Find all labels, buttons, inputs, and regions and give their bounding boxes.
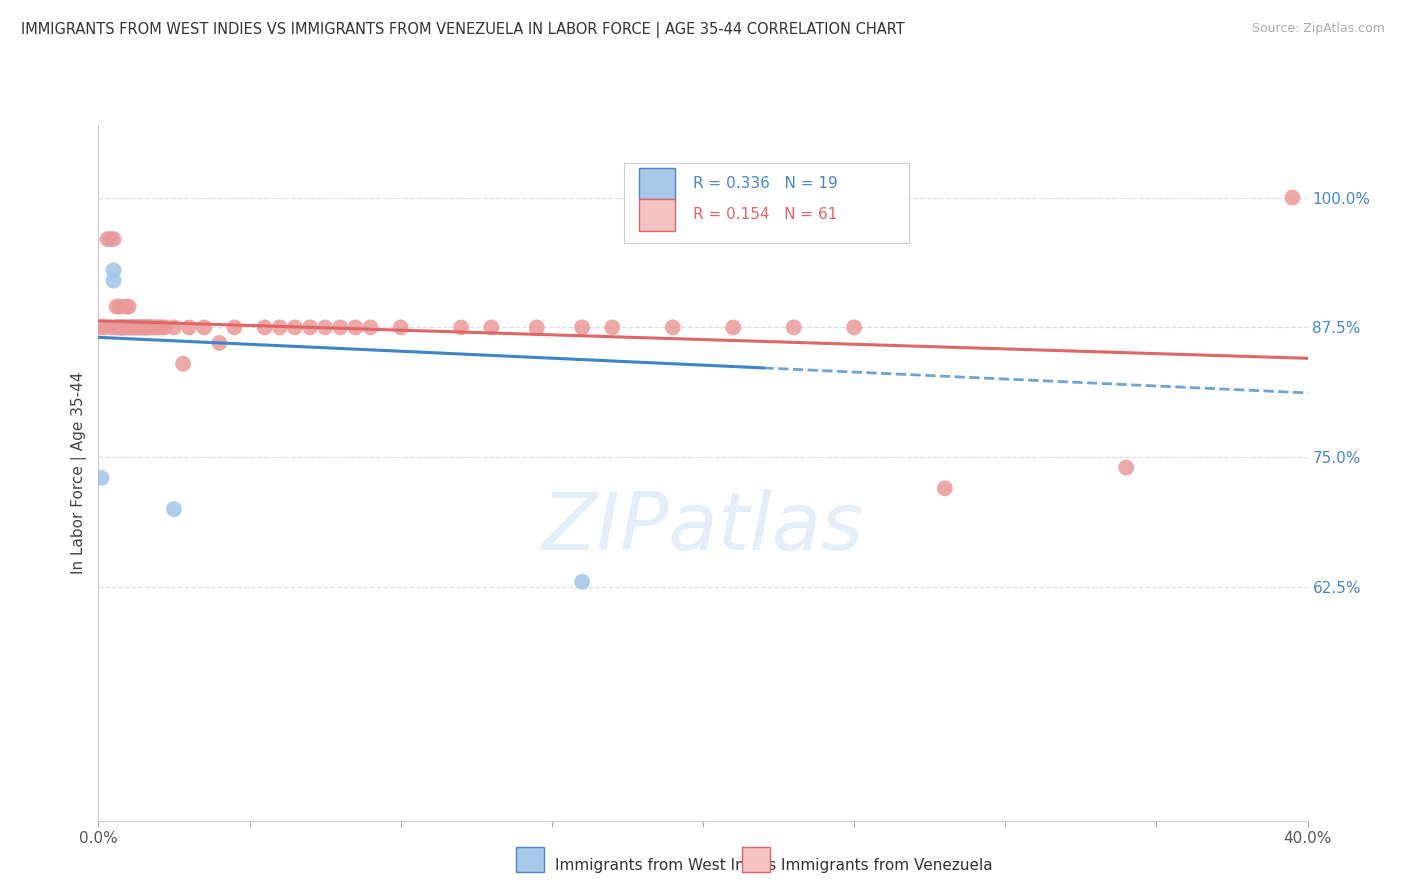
Point	[450, 320, 472, 334]
Point	[314, 320, 336, 334]
Point	[127, 320, 149, 334]
Point	[344, 320, 367, 334]
Point	[114, 320, 136, 334]
Point	[132, 320, 155, 334]
Text: IMMIGRANTS FROM WEST INDIES VS IMMIGRANTS FROM VENEZUELA IN LABOR FORCE | AGE 35: IMMIGRANTS FROM WEST INDIES VS IMMIGRANT…	[21, 22, 905, 38]
Point	[662, 320, 685, 334]
Point	[142, 320, 165, 334]
Point	[132, 320, 155, 334]
Point	[150, 320, 173, 334]
Text: R = 0.154   N = 61: R = 0.154 N = 61	[693, 208, 838, 222]
Point	[90, 320, 112, 334]
Point	[124, 320, 146, 334]
Point	[172, 357, 194, 371]
Point	[118, 320, 141, 334]
Point	[111, 320, 134, 334]
Point	[100, 320, 122, 334]
Point	[602, 320, 624, 334]
Point	[105, 320, 128, 334]
Point	[224, 320, 246, 334]
FancyBboxPatch shape	[638, 168, 675, 199]
Point	[108, 320, 131, 334]
Point	[103, 232, 125, 246]
Point	[329, 320, 352, 334]
FancyBboxPatch shape	[624, 163, 908, 244]
Point	[148, 320, 170, 334]
Point	[124, 320, 146, 334]
Text: Immigrants from Venezuela: Immigrants from Venezuela	[782, 858, 993, 872]
Text: ZIPatlas: ZIPatlas	[541, 490, 865, 567]
Point	[1281, 190, 1303, 204]
Text: R = 0.336   N = 19: R = 0.336 N = 19	[693, 177, 838, 191]
Point	[145, 320, 167, 334]
Point	[139, 320, 162, 334]
Point	[163, 320, 186, 334]
Point	[111, 320, 134, 334]
Point	[752, 190, 775, 204]
Point	[163, 502, 186, 516]
Point	[526, 320, 548, 334]
Point	[284, 320, 307, 334]
Point	[253, 320, 276, 334]
Point	[96, 232, 118, 246]
Point	[139, 320, 162, 334]
Point	[127, 320, 149, 334]
Point	[129, 320, 152, 334]
Point	[153, 320, 176, 334]
Point	[135, 320, 157, 334]
Text: Immigrants from West Indies: Immigrants from West Indies	[555, 858, 776, 872]
Point	[121, 320, 143, 334]
Point	[111, 320, 134, 334]
Point	[111, 320, 134, 334]
FancyBboxPatch shape	[638, 199, 675, 231]
Point	[723, 320, 745, 334]
Point	[103, 274, 125, 288]
Point	[108, 320, 131, 334]
Point	[121, 320, 143, 334]
Point	[132, 320, 155, 334]
Y-axis label: In Labor Force | Age 35-44: In Labor Force | Age 35-44	[72, 372, 87, 574]
Point	[571, 320, 593, 334]
Point	[135, 320, 157, 334]
Point	[179, 320, 201, 334]
Point	[208, 335, 231, 350]
Point	[100, 232, 122, 246]
Point	[844, 320, 866, 334]
Point	[193, 320, 215, 334]
Point	[299, 320, 322, 334]
Point	[108, 320, 131, 334]
Point	[118, 300, 141, 314]
Point	[571, 574, 593, 589]
Point	[108, 300, 131, 314]
Point	[269, 320, 291, 334]
Point	[105, 300, 128, 314]
Point	[481, 320, 503, 334]
Point	[360, 320, 382, 334]
Point	[1115, 460, 1137, 475]
Point	[93, 320, 115, 334]
Point	[129, 320, 152, 334]
Point	[121, 320, 143, 334]
Point	[135, 320, 157, 334]
Point	[90, 471, 112, 485]
Point	[118, 320, 141, 334]
Point	[783, 320, 806, 334]
Text: Source: ZipAtlas.com: Source: ZipAtlas.com	[1251, 22, 1385, 36]
Point	[114, 300, 136, 314]
Point	[934, 481, 956, 495]
Point	[103, 263, 125, 277]
Point	[127, 320, 149, 334]
Point	[105, 320, 128, 334]
Point	[114, 320, 136, 334]
Point	[124, 320, 146, 334]
Point	[389, 320, 412, 334]
